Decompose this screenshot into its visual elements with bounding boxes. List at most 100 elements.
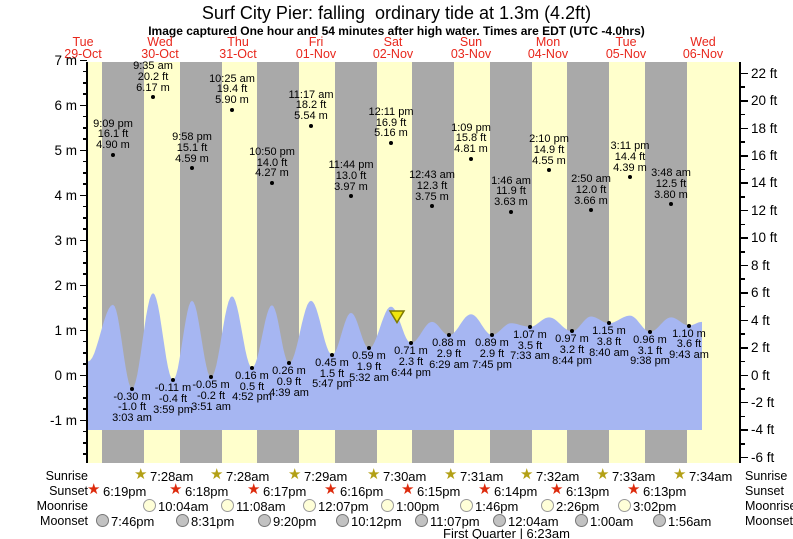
axis-tick-label: 3 m <box>54 232 77 248</box>
sunrise-star-icon: ★ <box>596 466 610 483</box>
axis-minor-tick <box>741 223 745 226</box>
day-label: Mon 04-Nov <box>527 35 569 61</box>
axis-minor-tick <box>83 430 87 433</box>
almanac-time: 6:13pm <box>643 483 687 499</box>
axis-minor-tick <box>741 86 745 88</box>
tide-point <box>151 95 155 100</box>
sunset-star-icon: ★ <box>247 481 261 498</box>
axis-tick-label: 20 ft <box>751 93 778 109</box>
almanac-time: 6:15pm <box>417 483 461 499</box>
axis-tick <box>741 319 748 322</box>
current-level-marker <box>388 310 406 324</box>
almanac-time: 6:13pm <box>566 483 610 499</box>
low-tide-annotation: 0.96 m 3.1 ft 9:38 pm <box>630 333 670 368</box>
almanac-row-label: Sunrise <box>745 468 788 483</box>
axis-tick <box>80 104 87 106</box>
moonrise-icon <box>618 499 631 512</box>
moonrise-icon <box>143 499 156 512</box>
axis-minor-tick <box>83 340 87 343</box>
almanac-row-label: Moonset <box>745 513 793 528</box>
low-tide-annotation: 0.97 m 3.2 ft 8:44 pm <box>552 333 592 367</box>
high-tide-annotation: 2:10 pm 14.9 ft 4.55 m <box>529 133 569 167</box>
almanac-row-label: Moonrise <box>36 498 88 513</box>
axis-minor-tick <box>83 397 87 399</box>
axis-minor-tick <box>741 305 745 308</box>
axis-tick <box>80 239 87 241</box>
day-label: Sat 02-Nov <box>372 35 414 61</box>
axis-tick <box>741 264 748 267</box>
almanac-time: 9:20pm <box>273 513 317 529</box>
axis-tick <box>80 284 87 286</box>
almanac-time: 12:04am <box>508 513 559 529</box>
almanac-time: 2:26pm <box>556 498 600 514</box>
day-label: Wed 30-Oct <box>141 35 179 61</box>
axis-minor-tick <box>83 442 87 444</box>
moonrise-icon <box>221 499 234 512</box>
y-axis-right <box>739 62 741 463</box>
sunset-star-icon: ★ <box>627 481 641 498</box>
high-tide-annotation: 3:11 pm 14.4 ft 4.39 m <box>610 140 650 175</box>
moonset-icon <box>653 514 666 527</box>
tide-point <box>130 386 134 391</box>
tide-point <box>669 202 673 206</box>
almanac-time: 6:16pm <box>340 483 384 499</box>
axis-tick <box>741 127 748 130</box>
axis-minor-tick <box>83 70 87 73</box>
tide-point <box>250 365 254 370</box>
tide-point <box>570 329 574 334</box>
almanac-row-label: Moonset <box>40 513 88 528</box>
axis-tick <box>741 456 748 459</box>
day-label: Fri 01-Nov <box>295 35 337 61</box>
almanac-time: 7:33am <box>612 468 656 484</box>
tide-point <box>607 321 611 326</box>
tide-point <box>409 341 413 346</box>
high-tide-annotation: 10:50 pm 14.0 ft 4.27 m <box>249 145 295 180</box>
axis-minor-tick <box>83 363 87 365</box>
almanac-time: 7:28am <box>150 468 194 484</box>
low-tide-annotation: 0.45 m 1.5 ft 5:47 pm <box>312 356 352 391</box>
axis-minor-tick <box>83 172 87 174</box>
tide-point <box>469 156 473 161</box>
sunrise-star-icon: ★ <box>288 466 302 483</box>
axis-tick <box>741 100 748 102</box>
axis-tick-label: 8 ft <box>751 257 770 273</box>
axis-minor-tick <box>83 138 87 140</box>
moonrise-icon <box>460 499 473 512</box>
axis-tick <box>741 292 748 294</box>
tide-point <box>309 123 313 128</box>
moonset-icon <box>575 514 588 527</box>
sunset-star-icon: ★ <box>478 481 492 498</box>
y-axis-left <box>86 62 88 463</box>
axis-tick-label: -2 ft <box>751 394 775 410</box>
day-label: Sun 03-Nov <box>450 35 492 61</box>
axis-minor-tick <box>83 307 87 309</box>
axis-tick <box>80 59 87 61</box>
axis-tick <box>80 419 87 421</box>
almanac-time: 7:29am <box>304 468 348 484</box>
almanac-time: 10:12pm <box>351 513 402 529</box>
axis-tick-label: 6 m <box>54 97 77 113</box>
day-label: Tue 05-Nov <box>605 35 647 61</box>
almanac-time: 1:56am <box>668 513 712 529</box>
axis-minor-tick <box>83 385 87 388</box>
tide-point <box>230 107 234 112</box>
sunrise-star-icon: ★ <box>210 466 224 483</box>
axis-tick <box>741 72 748 75</box>
tide-point <box>389 140 393 145</box>
axis-minor-tick <box>741 443 745 445</box>
high-tide-annotation: 9:35 am 20.2 ft 6.17 m <box>133 60 173 94</box>
moonrise-icon <box>303 499 316 512</box>
sunrise-star-icon: ★ <box>444 466 458 483</box>
tide-point <box>430 204 434 209</box>
low-tide-annotation: 0.59 m 1.9 ft 5:32 am <box>349 350 389 385</box>
almanac-time: 7:34am <box>689 468 733 484</box>
low-tide-annotation: 0.26 m 0.9 ft 4:39 am <box>269 365 309 399</box>
axis-minor-tick <box>83 183 87 185</box>
axis-tick-label: 12 ft <box>751 202 778 218</box>
low-tide-annotation: -0.11 m -0.4 ft 3:59 pm <box>153 381 193 416</box>
sunset-star-icon: ★ <box>169 481 183 498</box>
axis-minor-tick <box>741 168 745 171</box>
low-tide-annotation: 1.15 m 3.8 ft 8:40 am <box>589 325 629 359</box>
tide-point <box>490 332 494 337</box>
